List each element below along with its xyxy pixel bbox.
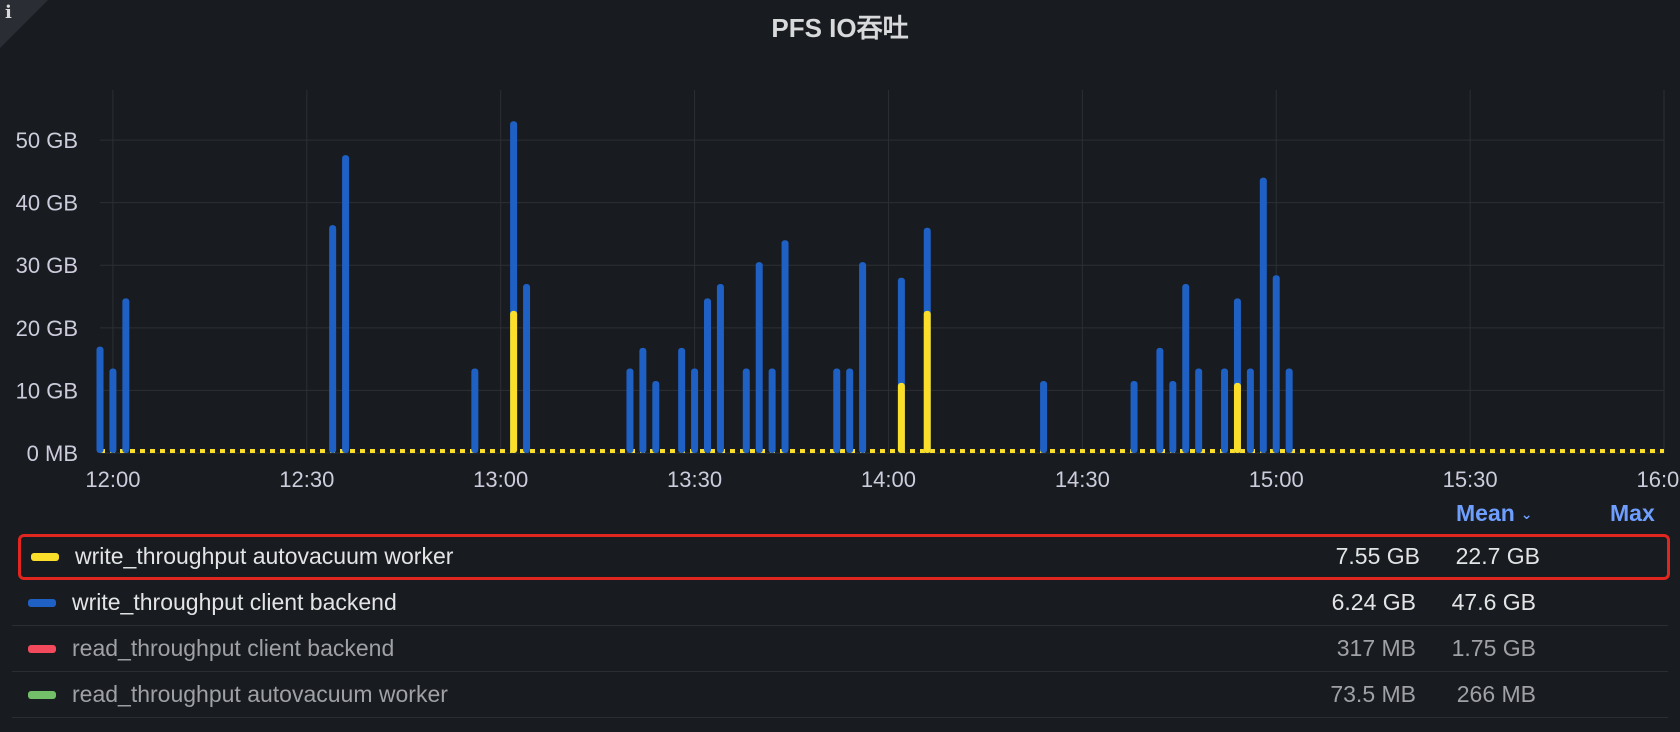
series-max-value: 47.6 GB: [1451, 589, 1536, 615]
series-name[interactable]: read_throughput autovacuum worker: [72, 681, 448, 707]
bar-client-backend[interactable]: [1040, 381, 1048, 453]
bar-client-backend[interactable]: [833, 368, 841, 453]
sort-chevron-down-icon: ⌄: [1520, 506, 1533, 523]
bar-client-backend[interactable]: [1130, 381, 1138, 453]
series-color-swatch[interactable]: [28, 645, 56, 653]
x-tick-label: 16:00: [1636, 467, 1680, 490]
bar-client-backend[interactable]: [1156, 347, 1164, 453]
bar-client-backend[interactable]: [626, 368, 634, 453]
bar-autovacuum-worker[interactable]: [1233, 382, 1241, 453]
bar-client-backend[interactable]: [704, 298, 712, 453]
bar-client-backend[interactable]: [652, 381, 660, 453]
bar-client-backend[interactable]: [1221, 368, 1229, 453]
x-tick-label: 14:30: [1055, 467, 1110, 490]
bar-client-backend[interactable]: [1182, 284, 1190, 453]
bar-client-backend[interactable]: [1272, 275, 1280, 453]
x-tick-label: 12:00: [85, 467, 140, 490]
y-tick-label: 10 GB: [16, 378, 78, 403]
bar-autovacuum-worker[interactable]: [923, 310, 931, 453]
legend-header-mean-label: Mean: [1456, 500, 1515, 526]
x-tick-label: 15:00: [1249, 467, 1304, 490]
x-tick-label: 13:30: [667, 467, 722, 490]
panel-title: PFS IO吞吐: [771, 13, 909, 43]
series-color-swatch[interactable]: [31, 553, 59, 561]
x-tick-label: 12:30: [279, 467, 334, 490]
info-corner[interactable]: [0, 0, 48, 48]
throughput-chart[interactable]: 0 MB 10 GB 20 GB 30 GB 40 GB 50 GB 12:00 12:30 1…: [0, 60, 1680, 490]
bar-client-backend[interactable]: [329, 225, 337, 453]
legend-row[interactable]: read_throughput autovacuum worker 73.5 MB…: [12, 672, 1668, 718]
legend-row[interactable]: read_throughput client backend 317 MB 1.75…: [12, 626, 1668, 672]
bar-client-backend[interactable]: [1285, 368, 1293, 453]
x-tick-label: 14:00: [861, 467, 916, 490]
y-tick-label: 0 MB: [27, 441, 78, 466]
bar-client-backend[interactable]: [678, 347, 686, 453]
bar-client-backend[interactable]: [342, 155, 350, 453]
bar-client-backend[interactable]: [846, 368, 854, 453]
bar-client-backend[interactable]: [742, 368, 750, 453]
bar-autovacuum-worker[interactable]: [510, 310, 518, 453]
bar-client-backend[interactable]: [755, 262, 763, 453]
bar-client-backend[interactable]: [471, 368, 479, 453]
bar-client-backend[interactable]: [768, 368, 776, 453]
series-color-swatch[interactable]: [28, 691, 56, 699]
series-name[interactable]: write_throughput autovacuum worker: [75, 543, 454, 569]
bar-autovacuum-worker[interactable]: [897, 382, 905, 453]
legend-row[interactable]: write_throughput client backend 6.24 GB 47…: [12, 580, 1668, 626]
bar-client-backend[interactable]: [96, 346, 104, 453]
x-tick-label: 13:00: [473, 467, 528, 490]
series-color-swatch[interactable]: [28, 599, 56, 607]
bar-client-backend[interactable]: [1246, 368, 1254, 453]
bar-client-backend[interactable]: [639, 347, 647, 453]
series-max-value: 266 MB: [1456, 681, 1536, 707]
bar-client-backend[interactable]: [109, 368, 117, 453]
series-mean-value: 317 MB: [1336, 635, 1416, 661]
legend-header-mean[interactable]: Mean ⌄: [1456, 500, 1533, 527]
series-mean-value: 73.5 MB: [1330, 681, 1416, 707]
y-tick-label: 30 GB: [16, 253, 78, 278]
y-tick-label: 20 GB: [16, 316, 78, 341]
series-mean-value: 6.24 GB: [1331, 589, 1416, 615]
bar-client-backend[interactable]: [859, 262, 867, 453]
series-name[interactable]: write_throughput client backend: [72, 589, 397, 615]
y-tick-label: 40 GB: [16, 191, 78, 216]
bar-client-backend[interactable]: [691, 368, 699, 453]
legend-header-max[interactable]: Max: [1610, 500, 1655, 526]
series-max-value: 22.7 GB: [1455, 543, 1540, 569]
bar-client-backend[interactable]: [122, 298, 130, 453]
info-icon[interactable]: i: [5, 2, 12, 23]
legend-row[interactable]: write_throughput autovacuum worker 7.55 G…: [18, 534, 1670, 580]
bar-client-backend[interactable]: [716, 284, 724, 453]
x-tick-label: 15:30: [1443, 467, 1498, 490]
series-name[interactable]: read_throughput client backend: [72, 635, 395, 661]
y-tick-label: 50 GB: [16, 128, 78, 153]
bar-client-backend[interactable]: [523, 284, 531, 453]
series-max-value: 1.75 GB: [1451, 635, 1536, 661]
series-mean-value: 7.55 GB: [1335, 543, 1420, 569]
bar-client-backend[interactable]: [1259, 177, 1267, 453]
bar-client-backend[interactable]: [1195, 368, 1203, 453]
bar-client-backend[interactable]: [1169, 381, 1177, 453]
bar-client-backend[interactable]: [781, 240, 789, 453]
